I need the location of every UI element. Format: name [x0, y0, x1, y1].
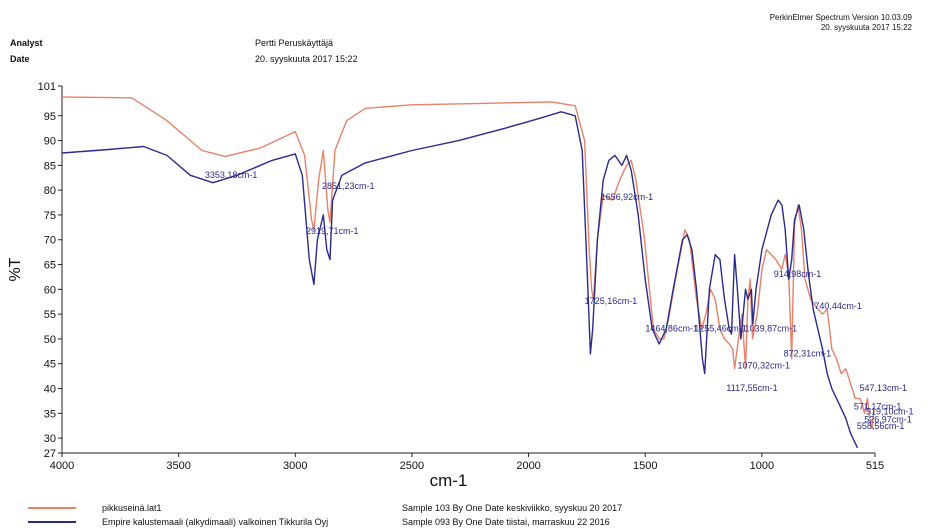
- legend-sample-info: Sample 103 By One Date keskiviikko, syys…: [402, 503, 623, 513]
- date-value: 20. syyskuuta 2017 15:22: [255, 54, 358, 64]
- y-axis-label: %T: [7, 257, 24, 281]
- y-tick-label: 60: [44, 284, 56, 296]
- legend-swatch: [28, 521, 76, 523]
- peak-label: 2851,23cm-1: [322, 181, 375, 191]
- peak-label: 526,97cm-1: [864, 414, 912, 424]
- y-tick-label: 65: [44, 260, 56, 272]
- date-label: Date: [10, 54, 30, 64]
- legend-label: pikkuseinä.lat1: [102, 503, 162, 513]
- x-tick-label: 3500: [166, 460, 190, 472]
- legend-item: pikkuseinä.lat1 Sample 103 By One Date ke…: [28, 503, 622, 513]
- y-tick-label: 95: [44, 111, 56, 123]
- y-tick-label: 90: [44, 136, 56, 148]
- peak-label: 1656,92cm-1: [601, 192, 654, 202]
- peak-label: 740,44cm-1: [814, 301, 862, 311]
- y-tick-label: 50: [44, 334, 56, 346]
- x-axis-label: cm-1: [430, 471, 468, 490]
- peak-label: 1464,86cm-1: [645, 323, 698, 333]
- x-tick-label: 2500: [400, 460, 424, 472]
- x-tick-label: 3000: [283, 460, 307, 472]
- x-tick-label: 1500: [633, 460, 657, 472]
- peak-label: 872,31cm-1: [784, 348, 832, 358]
- y-tick-label: 70: [44, 235, 56, 247]
- peak-label: 1255,46cm-1: [694, 323, 747, 333]
- y-tick-label: 35: [44, 408, 56, 420]
- y-tick-label: 101: [38, 81, 56, 93]
- series-line-pikkuseina: [61, 96, 875, 429]
- peak-label: 519,10cm-1: [866, 406, 914, 416]
- peak-label: 1725,16cm-1: [585, 296, 638, 306]
- peak-label: 571,17cm-1: [854, 401, 902, 411]
- legend-sample-info: Sample 093 By One Date tiistai, marrasku…: [402, 517, 610, 527]
- y-tick-label: 80: [44, 185, 56, 197]
- software-date: 20. syyskuuta 2017 15:22: [820, 23, 912, 32]
- legend-label: Empire kalustemaali (alkydimaali) valkoi…: [102, 517, 329, 527]
- software-version: PerkinElmer Spectrum Version 10.03.09: [769, 13, 912, 22]
- peak-label: 547,13cm-1: [860, 383, 908, 393]
- x-tick-label: 515: [866, 460, 884, 472]
- axes: 27 30 35 40 45 50 55 60 65 70 75 80 85 90 95 101 4000 350…: [7, 81, 884, 490]
- x-tick-label: 2000: [516, 460, 540, 472]
- peak-label: 2919,71cm-1: [306, 226, 359, 236]
- peak-label: 1039,87cm-1: [745, 323, 798, 333]
- y-tick-label: 85: [44, 160, 56, 172]
- peak-label: 1070,32cm-1: [737, 361, 790, 371]
- legend-swatch: [28, 507, 76, 509]
- analyst-value: Pertti Peruskäyttäjä: [255, 38, 334, 48]
- peak-annotations: 3353,18cm-1 2851,23cm-1 2919,71cm-1 1656,92…: [205, 170, 914, 431]
- peak-label: 558,56cm-1: [857, 421, 905, 431]
- series-lines: [61, 96, 875, 449]
- series-line-empire: [61, 111, 859, 449]
- analyst-label: Analyst: [10, 38, 43, 48]
- y-tick-label: 40: [44, 384, 56, 396]
- peak-label: 914,98cm-1: [774, 269, 822, 279]
- x-tick-label: 4000: [50, 460, 74, 472]
- x-tick-label: 1000: [750, 460, 774, 472]
- legend-item: Empire kalustemaali (alkydimaali) valkoi…: [28, 517, 610, 527]
- y-tick-label: 55: [44, 309, 56, 321]
- y-tick-label: 27: [44, 448, 56, 460]
- peak-label: 1117,55cm-1: [726, 383, 777, 393]
- y-tick-label: 30: [44, 433, 56, 445]
- y-tick-label: 45: [44, 359, 56, 371]
- peak-label: 3353,18cm-1: [205, 170, 258, 180]
- y-tick-label: 75: [44, 210, 56, 222]
